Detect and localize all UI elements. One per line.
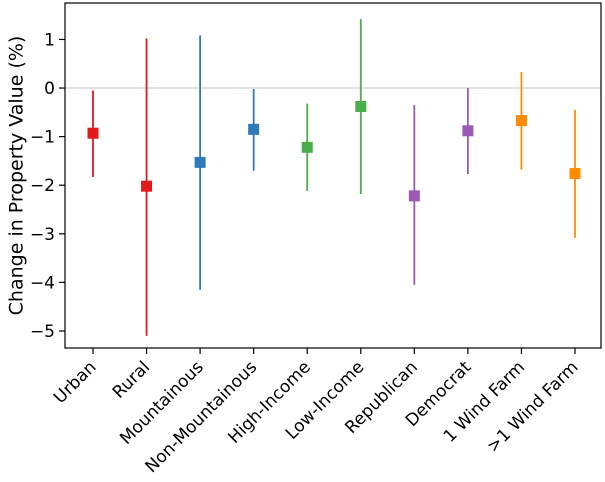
point-marker-7 bbox=[462, 125, 474, 137]
point-marker-6 bbox=[408, 190, 420, 202]
y-tick-label-0: 1 bbox=[44, 30, 55, 50]
point-markers bbox=[87, 101, 581, 202]
y-tick-label-2: −1 bbox=[30, 128, 55, 148]
y-tick-label-4: −3 bbox=[30, 225, 55, 245]
point-marker-4 bbox=[301, 141, 313, 153]
y-tick-label-3: −2 bbox=[30, 176, 55, 196]
point-marker-8 bbox=[515, 115, 527, 127]
point-marker-9 bbox=[569, 168, 581, 180]
point-marker-5 bbox=[355, 101, 367, 112]
point-marker-3 bbox=[248, 123, 260, 135]
plot-frame bbox=[64, 2, 602, 349]
y-tick-label-1: 0 bbox=[44, 79, 55, 99]
point-marker-0 bbox=[87, 127, 99, 139]
point-marker-2 bbox=[194, 156, 206, 168]
y-axis-label: Change in Property Value (%) bbox=[6, 36, 28, 316]
y-tick-label-6: −5 bbox=[30, 322, 55, 342]
y-tick-label-5: −4 bbox=[30, 273, 55, 293]
y-axis-ticks: 1 0 −1 −2 −3 −4 −5 bbox=[30, 30, 65, 342]
point-marker-1 bbox=[141, 180, 153, 192]
